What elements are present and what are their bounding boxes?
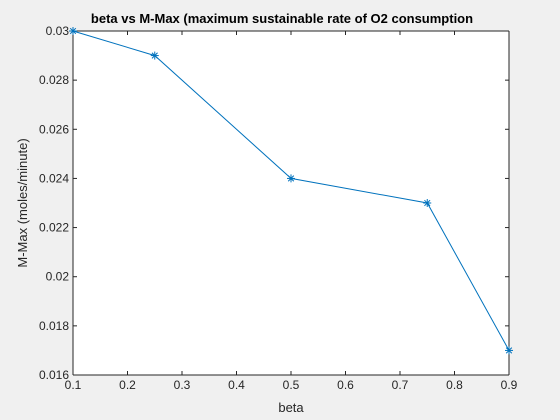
x-tick-label: 0.9 — [501, 378, 518, 392]
x-tick-label: 0.5 — [283, 378, 300, 392]
y-axis-title: M-Max (moles/minute) — [15, 138, 30, 267]
x-tick-label: 0.3 — [174, 378, 191, 392]
y-tick-label: 0.018 — [39, 319, 69, 333]
x-tick-label: 0.6 — [337, 378, 354, 392]
data-point-marker — [423, 199, 431, 207]
x-axis-title: beta — [278, 400, 304, 415]
data-point-marker — [505, 346, 513, 354]
y-tick-label: 0.016 — [39, 368, 69, 382]
x-tick-label: 0.7 — [392, 378, 409, 392]
data-point-marker — [151, 52, 159, 60]
data-point-marker — [287, 174, 295, 182]
x-tick-label: 0.4 — [228, 378, 245, 392]
chart-title: beta vs M-Max (maximum sustainable rate … — [91, 11, 473, 26]
plot-area — [73, 31, 509, 375]
data-point-marker — [69, 27, 77, 35]
y-tick-label: 0.026 — [39, 122, 69, 136]
y-tick-label: 0.024 — [39, 171, 69, 185]
x-tick-label: 0.2 — [119, 378, 136, 392]
y-tick-label: 0.028 — [39, 73, 69, 87]
y-tick-label: 0.03 — [46, 24, 70, 38]
x-tick-label: 0.8 — [446, 378, 463, 392]
y-tick-label: 0.02 — [46, 270, 70, 284]
y-tick-label: 0.022 — [39, 221, 69, 235]
